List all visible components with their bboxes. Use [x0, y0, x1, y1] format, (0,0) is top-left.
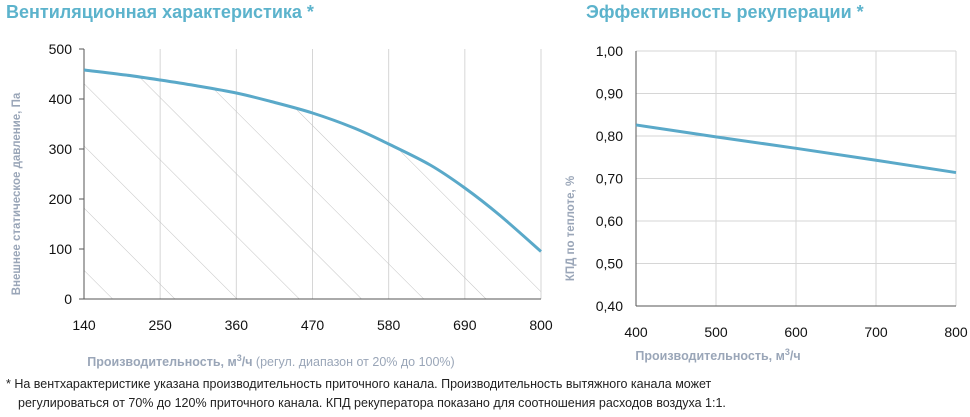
footnote-line-2: регулироваться от 70% до 120% приточного…: [18, 396, 726, 410]
x-tick-label: 360: [225, 317, 249, 333]
y-tick-label: 300: [49, 141, 73, 157]
y-axis-label: КПД по теплоте, %: [565, 176, 577, 281]
x-tick-label: 400: [624, 324, 648, 340]
y-tick-label: 0,80: [596, 128, 623, 144]
y-tick-label: 0,70: [596, 171, 623, 187]
x-tick-label: 140: [72, 317, 96, 333]
footnote-line-1: * На вентхарактеристике указана производ…: [6, 377, 712, 391]
y-tick-label: 500: [49, 41, 73, 57]
x-axis-label: Производительность, м3/ч (регул. диапазо…: [87, 353, 454, 369]
chart-title-ventilation: Вентиляционная характеристика *: [6, 2, 314, 22]
y-tick-label: 0: [64, 291, 72, 307]
y-tick-label: 0,60: [596, 213, 623, 229]
x-tick-label: 700: [864, 324, 888, 340]
x-tick-label: 470: [301, 317, 325, 333]
x-tick-label: 500: [704, 324, 728, 340]
y-tick-label: 1,00: [596, 43, 623, 59]
x-axis-label: Производительность, м3/ч: [635, 347, 800, 363]
y-tick-label: 0,90: [596, 86, 623, 102]
y-tick-label: 0,40: [596, 298, 623, 314]
y-axis-label: Внешнее статическое давление, Па: [11, 92, 23, 295]
x-tick-label: 800: [529, 317, 553, 333]
x-tick-label: 250: [148, 317, 172, 333]
y-tick-label: 0,50: [596, 256, 623, 272]
x-tick-label: 690: [453, 317, 477, 333]
recuperation-chart: 0,40 0,50 0,60 0,70 0,80 0,90 1,00 400 500 600 700…: [565, 43, 968, 363]
y-tick-label: 400: [49, 91, 73, 107]
x-tick-label: 580: [377, 317, 401, 333]
y-tick-label: 200: [49, 191, 73, 207]
ventilation-chart: 0 100 200 300 400 500 140 250 360 470 580 690 800 Вне…: [11, 41, 553, 369]
efficiency-line: [635, 123, 957, 175]
x-tick-label: 600: [784, 324, 808, 340]
fan-curve: [83, 68, 542, 253]
footnote: * На вентхарактеристике указана производ…: [6, 375, 726, 413]
y-tick-label: 100: [49, 241, 73, 257]
chart-title-recuperation: Эффективность рекуперации *: [586, 2, 864, 22]
x-tick-label: 800: [944, 324, 968, 340]
